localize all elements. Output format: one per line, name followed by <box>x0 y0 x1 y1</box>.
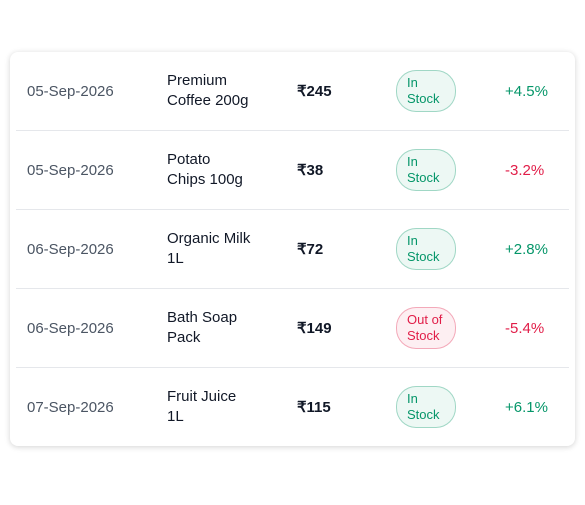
change-cell: +2.8% <box>505 240 548 258</box>
table-row: 07-Sep-2026 Fruit Juice 1L ₹115 In Stock +6.… <box>16 368 569 446</box>
date-cell: 05-Sep-2026 <box>27 161 114 179</box>
status-cell: Out of Stock <box>396 307 505 349</box>
change-cell: +6.1% <box>505 398 548 416</box>
price-cell: ₹115 <box>297 399 331 416</box>
table-row: 06-Sep-2026 Bath Soap Pack ₹149 Out of Stoc… <box>16 289 569 368</box>
table-row: 06-Sep-2026 Organic Milk 1L ₹72 In Stock +2.… <box>16 210 569 289</box>
status-badge: In Stock <box>396 149 456 191</box>
product-cell: Bath Soap Pack <box>167 309 238 346</box>
price-cell: ₹245 <box>297 83 332 100</box>
date-cell: 05-Sep-2026 <box>27 82 114 100</box>
product-cell: Fruit Juice 1L <box>167 388 237 425</box>
status-cell: In Stock <box>396 70 505 112</box>
status-badge: In Stock <box>396 70 456 112</box>
table-card: 05-Sep-2026 Premium Coffee 200g ₹245 In Sto… <box>10 52 575 446</box>
date-cell: 06-Sep-2026 <box>27 319 114 337</box>
table-row: 05-Sep-2026 Premium Coffee 200g ₹245 In Sto… <box>16 52 569 131</box>
table-row: 05-Sep-2026 Potato Chips 100g ₹38 In Stock -… <box>16 131 569 210</box>
date-cell: 07-Sep-2026 <box>27 398 114 416</box>
change-cell: -3.2% <box>505 161 545 179</box>
status-badge: In Stock <box>396 228 456 270</box>
status-cell: In Stock <box>396 228 505 270</box>
change-cell: -5.4% <box>505 319 545 337</box>
product-cell: Organic Milk 1L <box>167 230 251 267</box>
change-cell: +4.5% <box>505 82 548 100</box>
price-cell: ₹38 <box>297 162 324 179</box>
price-cell: ₹149 <box>297 320 332 337</box>
product-cell: Potato Chips 100g <box>167 151 243 188</box>
status-cell: In Stock <box>396 386 505 428</box>
status-badge: In Stock <box>396 386 456 428</box>
status-badge: Out of Stock <box>396 307 456 349</box>
status-cell: In Stock <box>396 149 505 191</box>
price-cell: ₹72 <box>297 241 324 258</box>
product-cell: Premium Coffee 200g <box>167 72 249 109</box>
date-cell: 06-Sep-2026 <box>27 240 114 258</box>
